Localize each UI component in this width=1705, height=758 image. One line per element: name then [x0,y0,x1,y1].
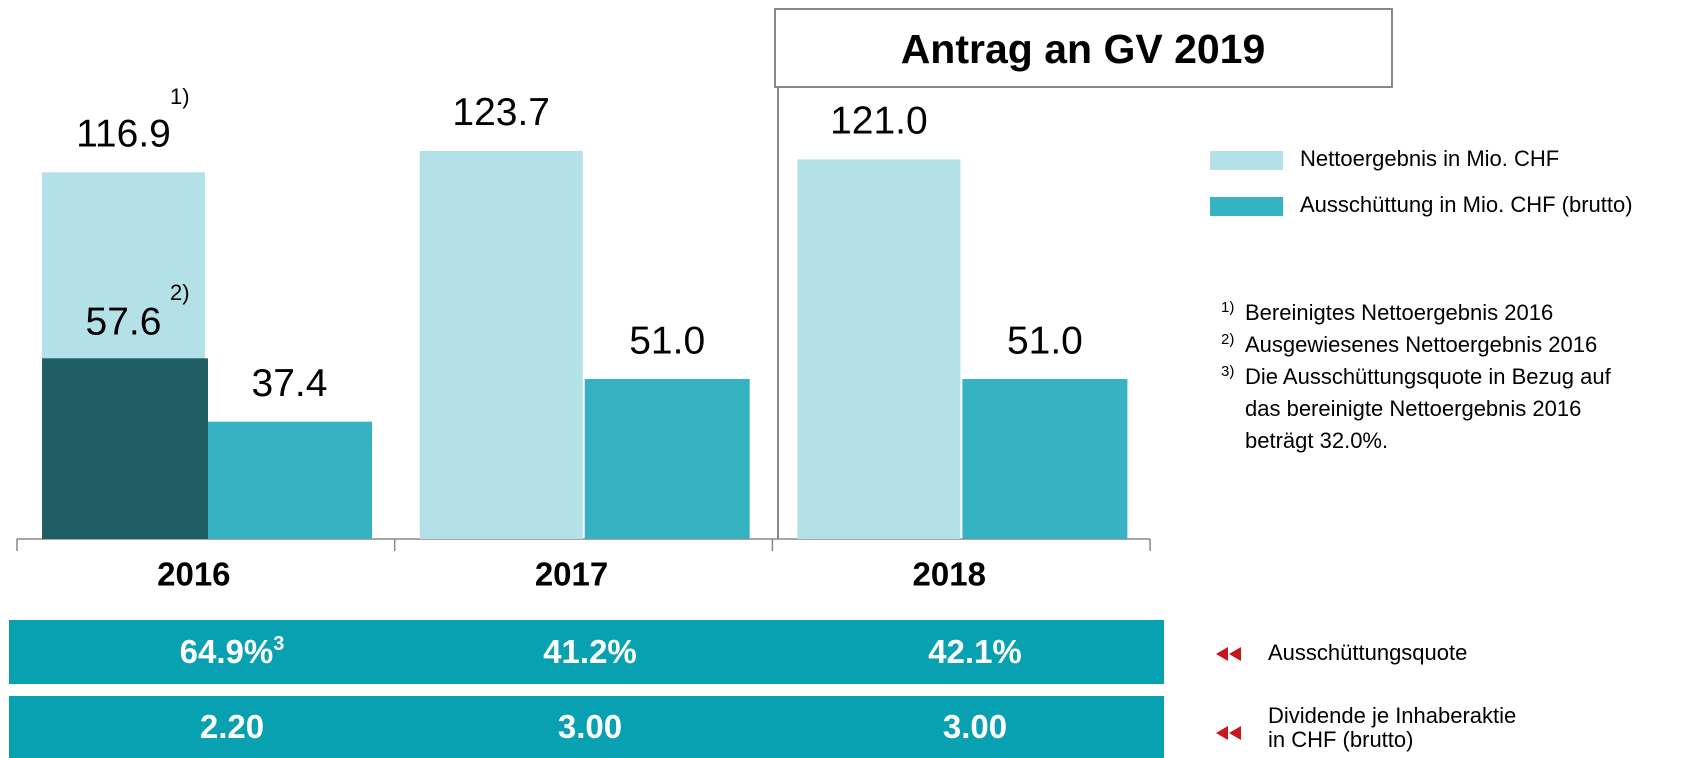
value-label: 123.7 [452,91,550,134]
arrow [1216,647,1241,661]
row-value-text: 3.00 [558,708,622,745]
bar [962,379,1128,539]
arrow [1216,726,1241,740]
value-label: 57.6 [86,301,162,344]
row-label: Dividende je Inhaberaktie [1268,703,1516,728]
value-label: 116.9 [76,113,171,156]
row-band [9,620,1164,684]
row-value: 2.20 [200,708,264,745]
row-band [9,696,1164,758]
row-value-text: 2.20 [200,708,264,745]
row-value: 42.1% [928,633,1022,670]
row-value: 41.2% [543,633,637,670]
row-value-text: 3.00 [943,708,1007,745]
row-label: Ausschüttungsquote [1268,640,1467,665]
row-value: 3.00 [943,708,1007,745]
bar-reported [42,358,208,539]
legend-swatch [1210,197,1283,216]
footnote-mark: 2) [1221,331,1234,348]
footnote-mark: 3) [1221,363,1234,380]
proposal-box [774,8,1393,88]
legend-label: Nettoergebnis in Mio. CHF [1300,146,1559,171]
footnote-text: beträgt 32.0%. [1245,428,1388,453]
footnote-text: Die Ausschüttungsquote in Bezug auf [1245,364,1612,389]
bar [584,379,750,539]
value-label: 51.0 [629,319,705,362]
row-note: 3 [273,633,284,655]
bar [207,421,372,539]
footnote-marker: 1) [170,84,190,109]
bar [797,159,961,539]
x-tick-label: 2017 [535,556,608,593]
legend-swatch [1210,151,1283,170]
value-label: 37.4 [252,362,328,405]
value-label: 51.0 [1007,319,1083,362]
proposal-title: Antrag an GV 2019 [901,26,1266,72]
row-value: 64.9%3 [180,633,285,670]
row-value-text: 42.1% [928,633,1022,670]
legend-label: Ausschüttung in Mio. CHF (brutto) [1300,192,1633,217]
value-label: 121.0 [830,100,928,143]
footnote-text: Ausgewiesenes Nettoergebnis 2016 [1245,332,1597,357]
footnote-marker: 2) [170,280,190,305]
x-tick-label: 2018 [913,556,986,593]
bar [419,150,583,539]
row-label: in CHF (brutto) [1268,727,1413,752]
row-value-text: 41.2% [543,633,637,670]
row-value-text: 64.9% [180,633,274,670]
footnote-mark: 1) [1221,299,1234,316]
x-tick-label: 2016 [157,556,230,593]
row-value: 3.00 [558,708,622,745]
footnote-text: das bereinigte Nettoergebnis 2016 [1245,396,1581,421]
footnote-text: Bereinigtes Nettoergebnis 2016 [1245,300,1553,325]
